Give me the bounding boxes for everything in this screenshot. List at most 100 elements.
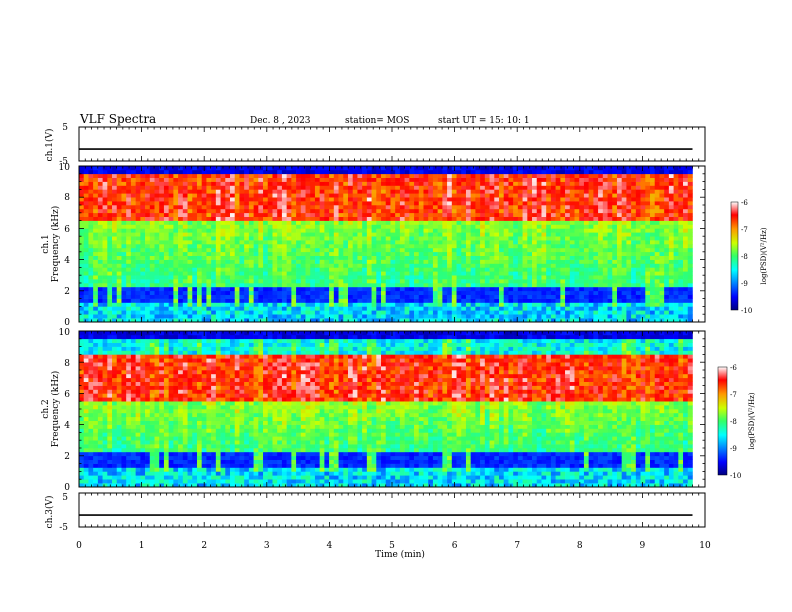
spectrogram-cell: [145, 263, 151, 268]
spectrogram-cell: [79, 236, 85, 241]
spectrogram-cell: [404, 201, 410, 206]
spectrogram-cell: [267, 302, 273, 307]
spectrogram-cell: [310, 314, 316, 319]
spectrogram-cell: [598, 220, 604, 225]
spectrogram-cell: [461, 240, 467, 245]
spectrogram-cell: [206, 279, 212, 284]
spectrogram-cell: [88, 251, 94, 256]
spectrogram-cell: [215, 173, 221, 178]
spectrogram-cell: [550, 244, 556, 249]
spectrogram-cell: [451, 310, 457, 315]
spectrogram-cell: [258, 185, 264, 190]
spectrogram-cell: [305, 181, 311, 186]
spectrogram-cell: [376, 201, 382, 206]
spectrogram-cell: [310, 173, 316, 178]
spectrogram-cell: [598, 286, 604, 292]
spectrogram-cell: [418, 236, 424, 241]
spectrogram-cell: [173, 166, 179, 171]
spectrogram-cell: [234, 166, 240, 171]
spectrogram-cell: [248, 216, 254, 221]
spectrogram-cell: [225, 220, 231, 225]
spectrogram-cell: [145, 314, 151, 319]
spectrogram-cell: [640, 318, 646, 323]
spectrogram-cell: [385, 181, 391, 186]
spectrogram-cell: [107, 251, 113, 256]
spectrogram-cell: [102, 201, 108, 206]
spectrogram-cell: [112, 290, 118, 295]
spectrogram-cell: [635, 267, 641, 272]
spectrogram-cell: [168, 224, 174, 229]
spectrogram-cell: [598, 255, 604, 260]
spectrogram-cell: [366, 173, 372, 178]
spectrogram-cell: [88, 247, 94, 253]
spectrogram-cell: [83, 244, 89, 249]
spectrogram-cell: [579, 236, 585, 241]
spectrogram-cell: [338, 181, 344, 186]
spectrogram-cell: [97, 302, 103, 307]
spectrogram-cell: [607, 283, 613, 288]
spectrogram-cell: [451, 228, 457, 233]
spectrogram-cell: [97, 314, 103, 319]
spectrogram-cell: [385, 310, 391, 315]
spectrogram-cell: [178, 240, 184, 245]
spectrogram-cell: [475, 220, 481, 225]
spectrogram-cell: [192, 193, 198, 198]
spectrogram-cell: [635, 247, 641, 253]
spectrogram-cell: [145, 173, 151, 178]
spectrogram-cell: [130, 205, 136, 210]
spectrogram-cell: [428, 189, 434, 194]
spectrogram-cell: [112, 193, 118, 198]
spectrogram-cell: [395, 286, 401, 292]
spectrogram-cell: [494, 220, 500, 225]
spectrogram-cell: [513, 310, 519, 315]
spectrogram-cell: [135, 306, 141, 311]
spectrogram-cell: [598, 212, 604, 217]
spectrogram-cell: [79, 177, 85, 182]
spectrogram-cell: [513, 271, 519, 276]
spectrogram-cell: [173, 193, 179, 198]
spectrogram-cell: [97, 216, 103, 221]
spectrogram-cell: [376, 302, 382, 307]
spectrogram-cell: [532, 236, 538, 241]
spectrogram-cell: [371, 216, 377, 221]
spectrogram-cell: [579, 294, 585, 299]
spectrogram-cell: [470, 283, 476, 288]
spectrogram-cell: [569, 240, 575, 245]
spectrogram-cell: [154, 259, 160, 264]
spectrogram-cell: [310, 275, 316, 280]
spectrogram-cell: [654, 166, 660, 171]
spectrogram-cell: [409, 247, 415, 253]
spectrogram-cell: [645, 228, 651, 233]
spectrogram-cell: [88, 302, 94, 307]
spectrogram-cell: [272, 314, 278, 319]
spectrogram-cell: [560, 212, 566, 217]
spectrogram-cell: [399, 290, 405, 295]
spectrogram-cell: [140, 279, 146, 284]
spectrogram-cell: [588, 290, 594, 295]
spectrogram-cell: [513, 236, 519, 241]
spectrogram-cell: [451, 216, 457, 221]
spectrogram-cell: [121, 267, 127, 272]
spectrogram-cell: [583, 205, 589, 210]
spectrogram-cell: [574, 275, 580, 280]
spectrogram-cell: [196, 251, 202, 256]
spectrogram-cell: [126, 228, 132, 233]
spectrogram-cell: [79, 279, 85, 284]
spectrogram-cell: [116, 216, 122, 221]
spectrogram-cell: [484, 286, 490, 292]
spectrogram-cell: [277, 244, 283, 249]
spectrogram-cell: [135, 232, 141, 237]
spectrogram-cell: [362, 228, 368, 233]
spectrogram-cell: [234, 255, 240, 260]
spectrogram-cell: [253, 177, 259, 182]
spectrogram-cell: [418, 224, 424, 229]
spectrogram-cell: [300, 236, 306, 241]
spectrogram-cell: [319, 255, 325, 260]
spectrogram-cell: [329, 216, 335, 221]
spectrogram-cell: [395, 302, 401, 307]
spectrogram-cell: [244, 283, 250, 288]
spectrogram-cell: [489, 197, 495, 202]
spectrogram-cell: [470, 236, 476, 241]
spectrogram-cell: [465, 290, 471, 295]
spectrogram-cell: [230, 240, 236, 245]
